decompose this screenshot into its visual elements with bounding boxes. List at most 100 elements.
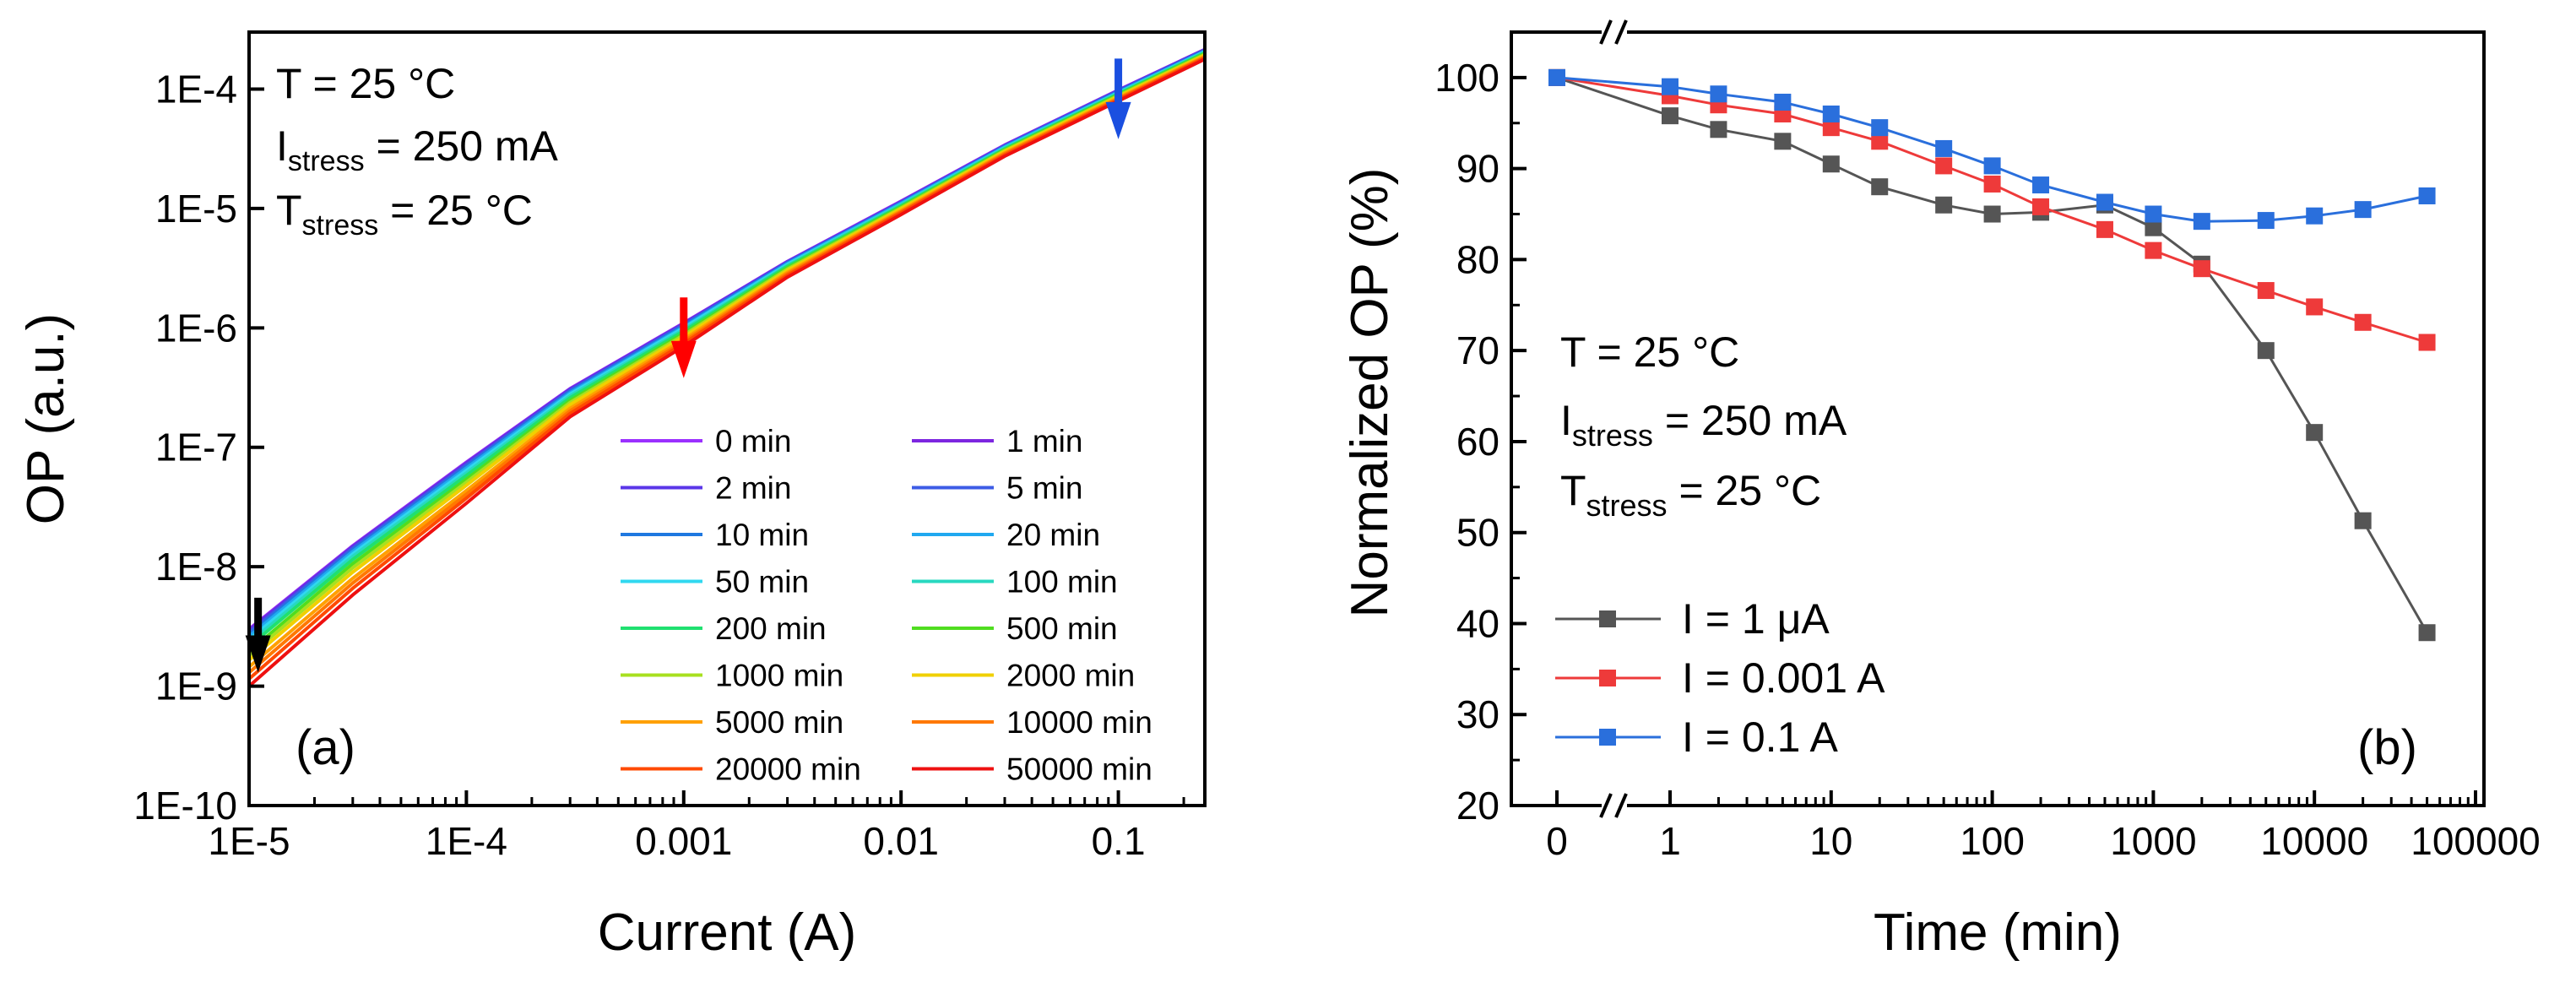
panel-b-annotation-tstress: Tstress = 25 °C (1560, 467, 1821, 523)
b-x-tick-label: 0 (1546, 819, 1568, 863)
a-legend-label: 5 min (1006, 471, 1082, 506)
a-legend-label: 500 min (1006, 611, 1118, 646)
b-y-tick-label: 40 (1456, 601, 1500, 645)
a-y-tick-label: 1E-5 (155, 187, 237, 231)
a-legend-label: 20000 min (715, 752, 861, 787)
b-data-point (2257, 282, 2275, 300)
a-legend-label: 10000 min (1006, 705, 1152, 740)
istress-sub: stress (288, 145, 365, 177)
b-legend-label: I = 0.001 A (1682, 654, 1885, 702)
a-y-tick-label: 1E-10 (133, 784, 237, 828)
panel-a-y-ticks: 1E-10 1E-9 1E-8 1E-7 1E-6 1E-5 1E-4 (133, 67, 264, 828)
b-y-tick-label: 90 (1456, 147, 1500, 191)
a-series-50000-min (247, 57, 1206, 688)
b-series-group (1548, 68, 2436, 231)
panel-b-y-axis-label: Normalized OP (%) (1341, 168, 1399, 618)
b-data-point (2306, 207, 2324, 225)
b-y-tick-label: 20 (1456, 784, 1500, 828)
panel-a-label: (a) (296, 720, 355, 775)
b-istress-sub: stress (1572, 418, 1653, 453)
panel-a-y-axis-label: OP (a.u.) (17, 313, 75, 524)
b-data-point (1822, 105, 1840, 122)
b-x-tick-label: 10 (1809, 819, 1852, 863)
a-y-tick-label: 1E-6 (155, 306, 237, 350)
b-legend-label: I = 1 μA (1682, 595, 1830, 643)
b-series-line (1556, 76, 2428, 344)
b-tstress-main: T (1560, 467, 1586, 514)
b-data-point (1662, 78, 1678, 95)
a-y-tick-label: 1E-4 (155, 67, 237, 111)
a-legend-label: 10 min (715, 518, 809, 552)
b-legend-swatch-marker (1599, 610, 1616, 627)
b-data-point (2032, 198, 2050, 215)
b-x-tick-label: 1000 (2110, 819, 2196, 863)
b-x-tick-label: 100 (1960, 819, 2025, 863)
b-data-point (2354, 512, 2372, 529)
a-x-tick-label: 0.01 (863, 819, 939, 863)
panel-b-y-ticks: 20 30 40 50 60 70 80 90 100 (1434, 30, 1527, 828)
panel-b-x-ticks: 0 1 10 100 1000 10000 100000 (1546, 790, 2541, 863)
b-data-point (1548, 68, 1565, 86)
b-x-tick-label: 100000 (2411, 819, 2541, 863)
panel-b-frame (1510, 30, 2486, 807)
b-data-point (1871, 178, 1889, 196)
b-data-point (1935, 139, 1953, 157)
panel-a-legend: 0 min 1 min 2 min 5 min 10 min 20 min 50 min 10… (621, 424, 1152, 787)
b-data-point (2306, 298, 2324, 316)
b-data-point (2096, 220, 2113, 238)
b-data-point (2257, 212, 2275, 230)
a-legend-label: 50000 min (1006, 752, 1152, 787)
a-y-tick-label: 1E-9 (155, 665, 237, 708)
black-arrow-head (245, 635, 271, 673)
tstress-sub: stress (302, 209, 379, 241)
b-tstress-sub: stress (1586, 488, 1668, 523)
a-legend-label: 0 min (715, 424, 791, 459)
a-legend-label: 20 min (1006, 518, 1100, 552)
axis-break-bottom (1599, 793, 1628, 818)
panel-a-annotation-tstress: Tstress = 25 °C (276, 187, 533, 241)
tstress-rest: = 25 °C (378, 187, 533, 234)
panel-a-x-ticks: 1E-5 1E-4 0.001 0.01 0.1 (208, 790, 1185, 863)
panel-b-x-axis-label: Time (min) (1874, 903, 2122, 962)
b-data-point (1983, 175, 2001, 193)
b-x-tick-label: 10000 (2260, 819, 2368, 863)
b-data-point (1822, 119, 1840, 137)
b-tstress-rest: = 25 °C (1668, 467, 1822, 514)
b-y-tick-label: 50 (1456, 511, 1500, 555)
panel-a-curves (247, 47, 1206, 688)
a-legend-label: 5000 min (715, 705, 843, 740)
b-y-tick-label: 70 (1456, 328, 1500, 372)
b-data-point (2257, 342, 2275, 360)
b-data-point (2032, 176, 2050, 194)
tstress-main: T (276, 187, 302, 234)
b-data-point (1822, 155, 1840, 173)
b-y-tick-label: 60 (1456, 420, 1500, 464)
panel-a-annotation-temp: T = 25 °C (276, 60, 455, 107)
b-series-line (1556, 76, 2427, 223)
b-data-point (2418, 624, 2436, 642)
a-x-tick-label: 1E-4 (426, 819, 507, 863)
a-x-tick-label: 1E-5 (208, 819, 290, 863)
a-x-tick-label: 0.1 (1092, 819, 1146, 863)
b-series-line (1556, 76, 2428, 633)
axis-break-top (1599, 19, 1628, 45)
a-legend-label: 50 min (715, 565, 809, 600)
panel-a-annotation-istress: Istress = 250 mA (276, 122, 559, 177)
b-data-point (2193, 213, 2210, 231)
b-data-point (1710, 121, 1727, 138)
b-data-point (1935, 157, 1953, 175)
b-legend-swatch-marker (1599, 670, 1616, 686)
panel-b-label: (b) (2357, 720, 2417, 775)
b-data-point (1871, 133, 1889, 150)
a-x-tick-label: 0.001 (635, 819, 732, 863)
b-data-point (2418, 334, 2436, 351)
panel-a-x-axis-label: Current (A) (598, 903, 857, 962)
b-data-point (1774, 93, 1792, 111)
b-data-point (2145, 219, 2162, 236)
panel-b-legend: I = 1 μA I = 0.001 A I = 0.1 A (1555, 595, 1885, 761)
a-legend-label: 100 min (1006, 565, 1118, 600)
b-data-point (1774, 133, 1792, 150)
b-data-point (1935, 196, 1953, 214)
a-legend-label: 2000 min (1006, 659, 1135, 693)
